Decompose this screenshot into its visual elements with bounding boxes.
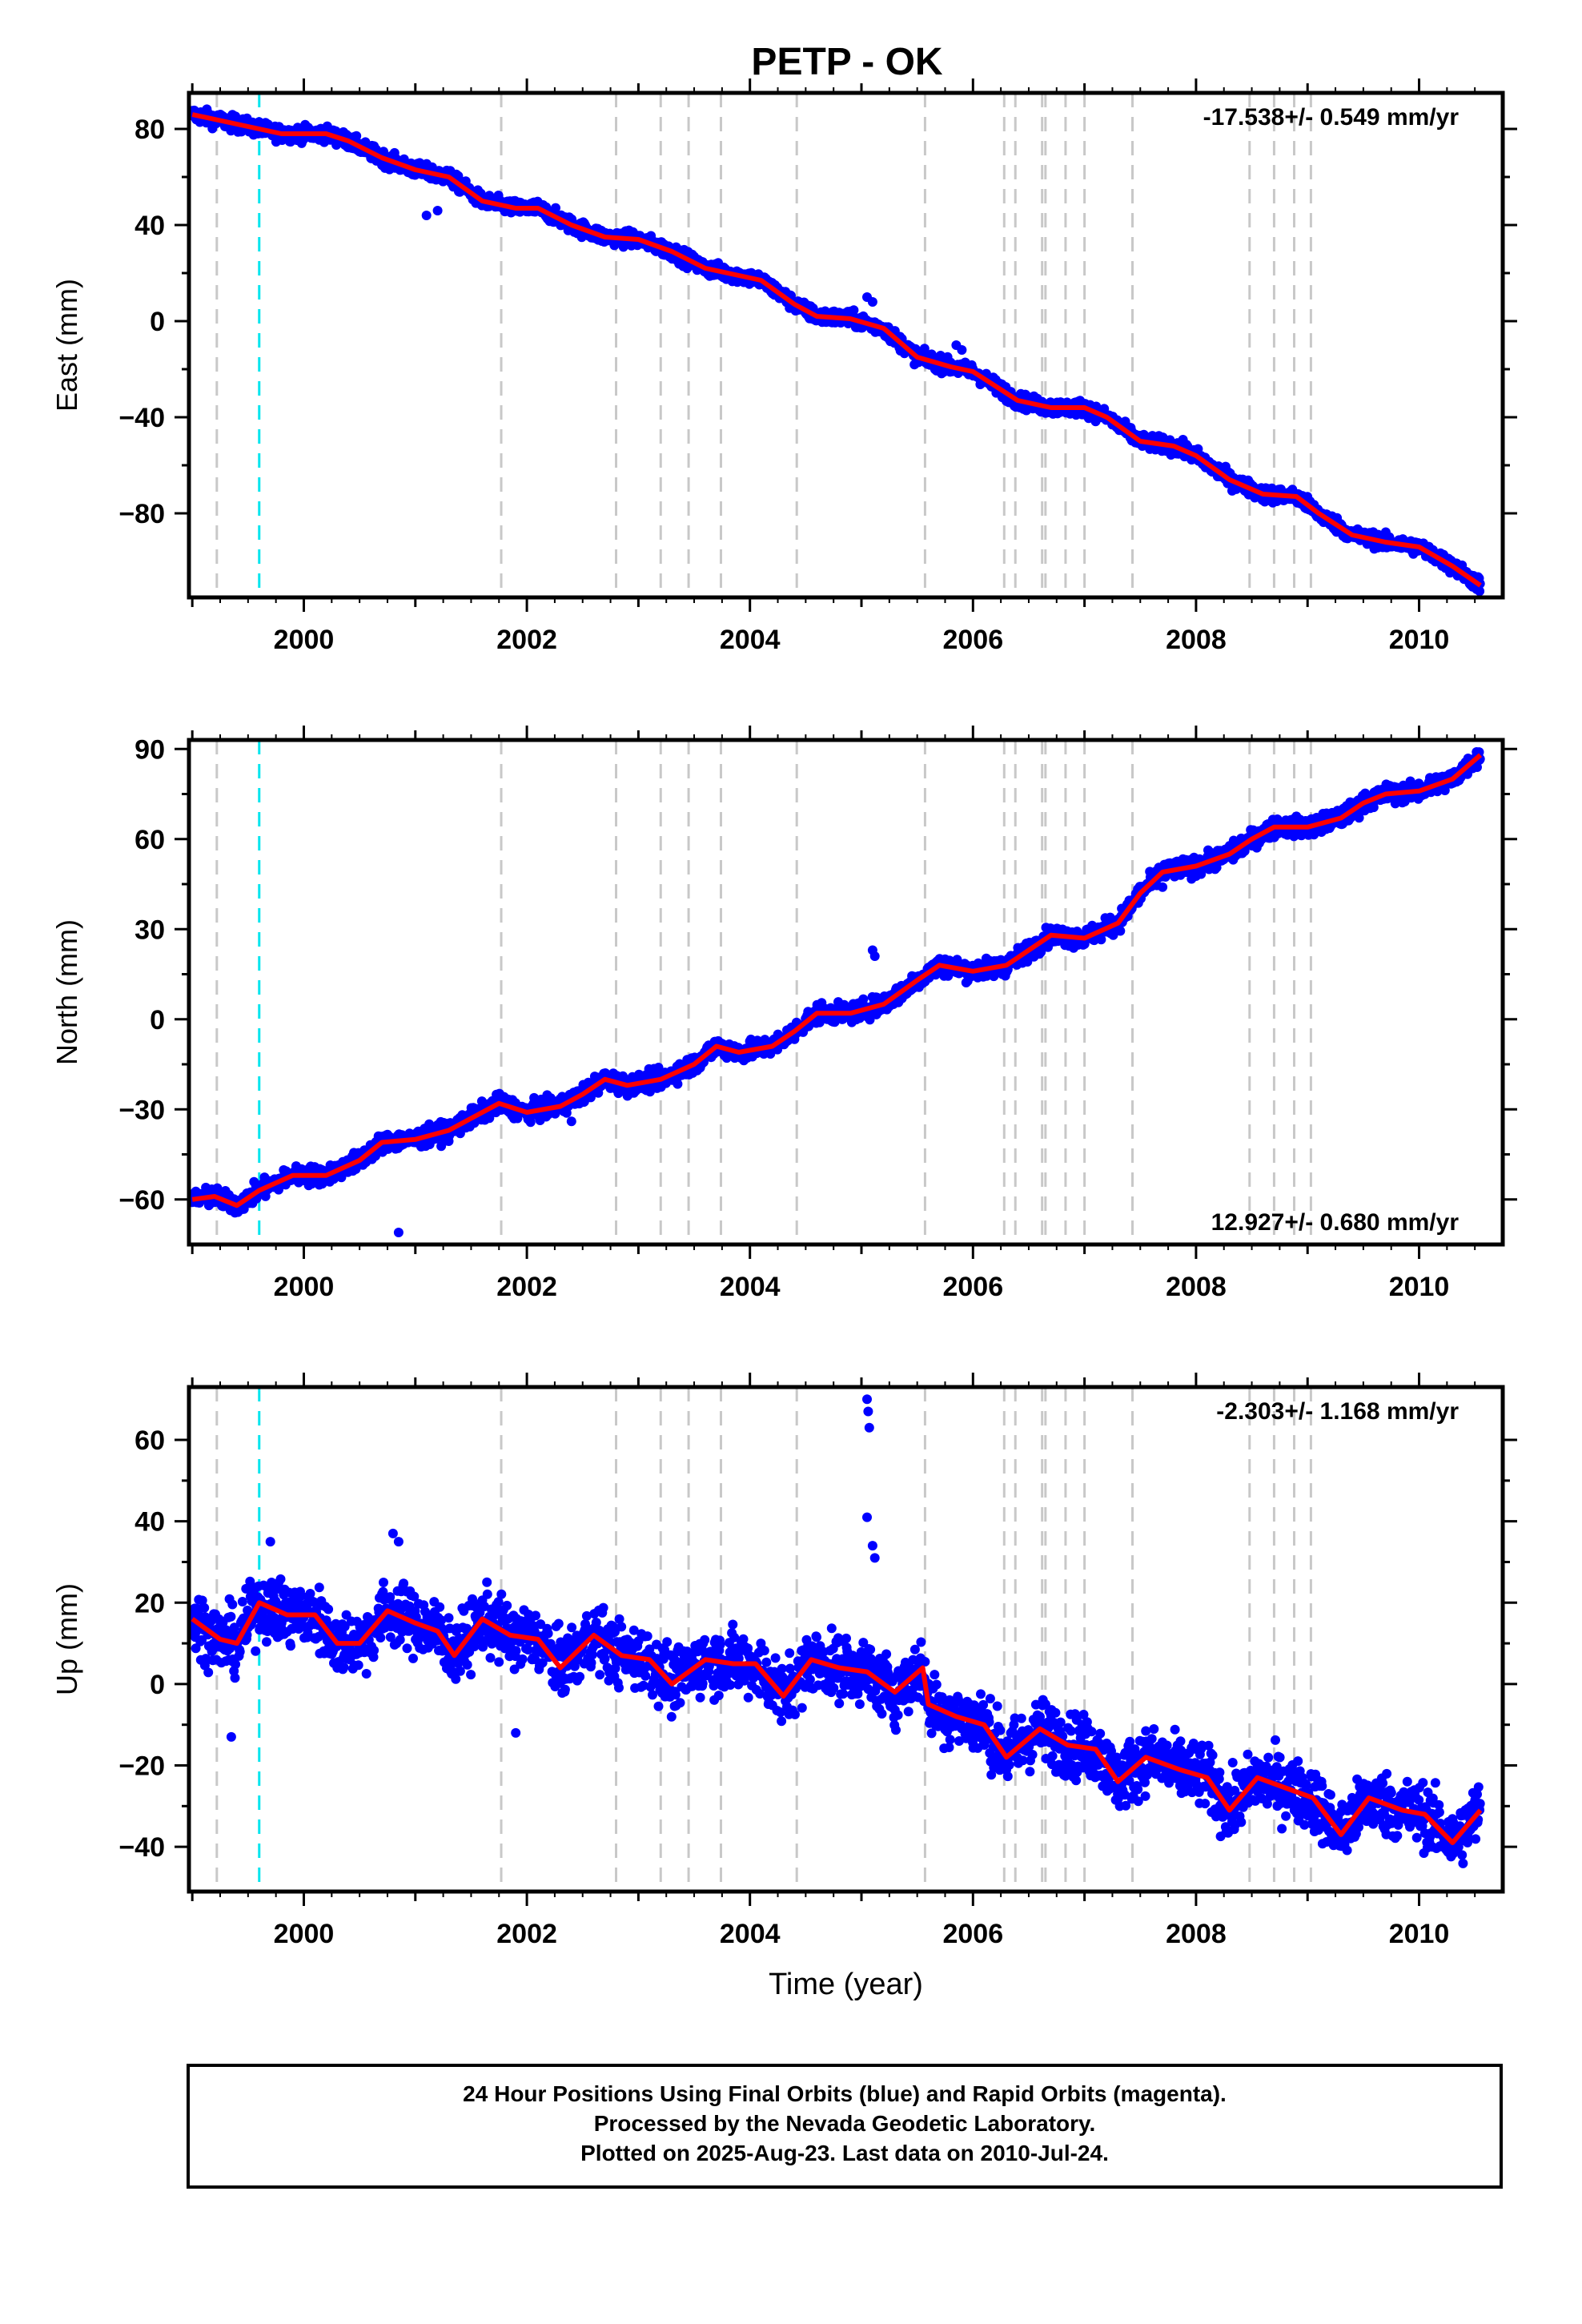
data-points bbox=[189, 747, 1485, 1237]
velocity-annotation: -17.538+/- 0.549 mm/yr bbox=[1203, 104, 1460, 131]
y-tick-label: 0 bbox=[150, 307, 165, 337]
model-fit-line bbox=[191, 112, 1482, 588]
y-axis-label: East (mm) bbox=[50, 279, 83, 412]
plot-area bbox=[189, 93, 1485, 597]
data-point-outlier bbox=[957, 345, 967, 355]
data-point bbox=[371, 1151, 380, 1161]
x-tick-label: 2000 bbox=[274, 625, 335, 655]
data-point bbox=[351, 131, 362, 141]
data-point-outlier bbox=[867, 297, 877, 307]
panel-east: 80 40 0 −40 −80 2000 2002 2004 2006 2008 2010 East … bbox=[50, 78, 1517, 655]
chart-title: PETP - OK bbox=[751, 41, 942, 83]
plot-frame bbox=[187, 90, 1505, 600]
y-tick-label: 40 bbox=[135, 211, 165, 241]
x-tick-label: 2006 bbox=[942, 625, 1003, 655]
x-tick-label: 2010 bbox=[1389, 625, 1450, 655]
x-tick-label: 2002 bbox=[496, 625, 557, 655]
data-points bbox=[189, 104, 1485, 597]
data-point bbox=[849, 305, 859, 316]
data-point bbox=[673, 1079, 683, 1089]
data-point bbox=[1096, 935, 1106, 945]
plot-area bbox=[189, 740, 1485, 1244]
data-point bbox=[858, 994, 869, 1004]
data-point bbox=[1475, 586, 1485, 597]
data-point bbox=[1115, 926, 1126, 936]
data-point bbox=[525, 1117, 536, 1128]
y-tick-label: 80 bbox=[135, 115, 165, 145]
x-tick-label: 2008 bbox=[1166, 625, 1227, 655]
data-point bbox=[1108, 930, 1118, 940]
data-point bbox=[551, 203, 560, 213]
data-point-outlier bbox=[432, 206, 443, 215]
data-point-outlier bbox=[421, 211, 432, 220]
x-tick-label: 2004 bbox=[720, 625, 781, 655]
y-tick-label: −80 bbox=[118, 499, 165, 529]
y-tick-label: −40 bbox=[118, 403, 165, 433]
data-point bbox=[919, 344, 930, 354]
